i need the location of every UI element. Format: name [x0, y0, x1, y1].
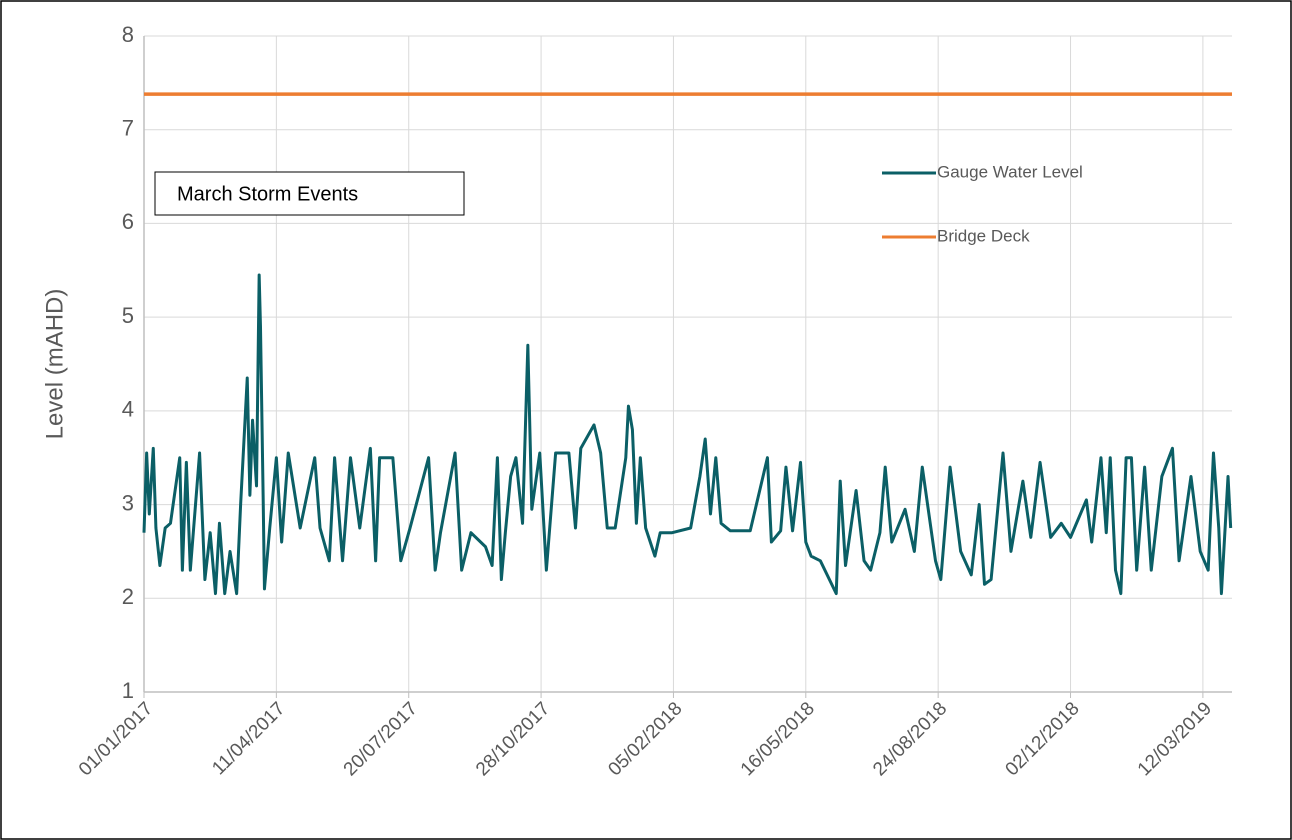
y-tick-label: 8	[122, 22, 134, 47]
y-tick-label: 2	[122, 584, 134, 609]
y-tick-label: 7	[122, 116, 134, 141]
legend-label: Bridge Deck	[937, 226, 1030, 245]
y-tick-label: 6	[122, 209, 134, 234]
y-tick-label: 3	[122, 490, 134, 515]
legend-label: Gauge Water Level	[937, 162, 1083, 181]
annotation: March Storm Events	[177, 183, 358, 205]
y-tick-label: 5	[122, 303, 134, 328]
y-axis-label: Level (mAHD)	[41, 289, 68, 440]
y-tick-label: 4	[122, 397, 134, 422]
series-line	[142, 273, 1233, 596]
y-tick-label: 1	[122, 678, 134, 703]
annotation-box	[154, 171, 465, 216]
